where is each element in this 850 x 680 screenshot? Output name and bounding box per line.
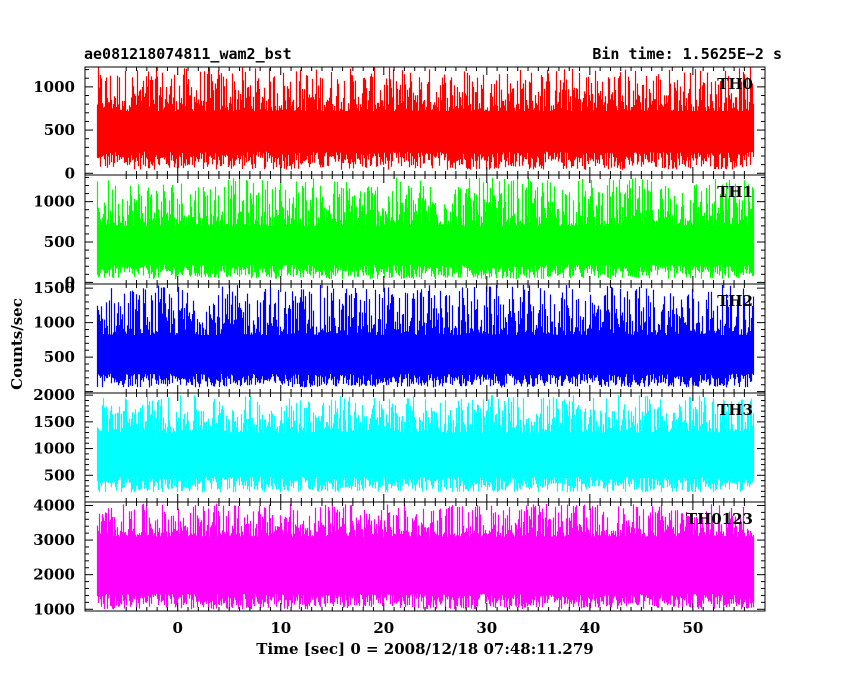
panel-label-th0: TH0	[717, 75, 753, 93]
y-tick-label: 1000	[33, 78, 75, 96]
y-tick-label: 2000	[33, 386, 75, 404]
y-tick-label: 1000	[33, 314, 75, 332]
panel-label-th3: TH3	[717, 401, 753, 419]
y-tick-label: 500	[44, 233, 75, 251]
y-tick-label: 2000	[33, 566, 75, 584]
y-tick-label: 1000	[33, 440, 75, 458]
series-th3	[96, 395, 755, 493]
y-tick-label: 4000	[33, 496, 75, 514]
x-tick-label: 20	[373, 619, 394, 637]
series-th0123	[96, 503, 755, 610]
y-tick-label: 500	[44, 466, 75, 484]
y-tick-label: 3000	[33, 531, 75, 549]
y-tick-label: 0	[65, 164, 75, 182]
y-tick-label: 500	[44, 121, 75, 139]
y-tick-label: 1500	[33, 279, 75, 297]
x-tick-label: 30	[476, 619, 497, 637]
x-tick-label: 50	[682, 619, 703, 637]
y-tick-label: 1500	[33, 413, 75, 431]
y-tick-label: 1000	[33, 600, 75, 618]
chart-title: ae081218074811_wam2_bst	[84, 45, 292, 63]
y-tick-label: 1000	[33, 193, 75, 211]
series-th1	[96, 177, 755, 280]
panel-label-th0123: TH0123	[686, 510, 753, 528]
y-axis-label: Counts/sec	[8, 298, 26, 390]
y-tick-label: 500	[44, 348, 75, 366]
panel-label-th1: TH1	[717, 183, 753, 201]
panel-label-th2: TH2	[717, 292, 753, 310]
series-th0	[96, 67, 755, 170]
x-tick-label: 10	[270, 619, 291, 637]
x-tick-label: 40	[579, 619, 600, 637]
series-th2	[96, 284, 755, 388]
x-tick-label: 0	[173, 619, 183, 637]
bin-time-label: Bin time: 1.5625E−2 s	[592, 45, 782, 63]
y-tick-label: 0	[65, 273, 75, 291]
x-axis-label: Time [sec] 0 = 2008/12/18 07:48:11.279	[256, 640, 594, 658]
